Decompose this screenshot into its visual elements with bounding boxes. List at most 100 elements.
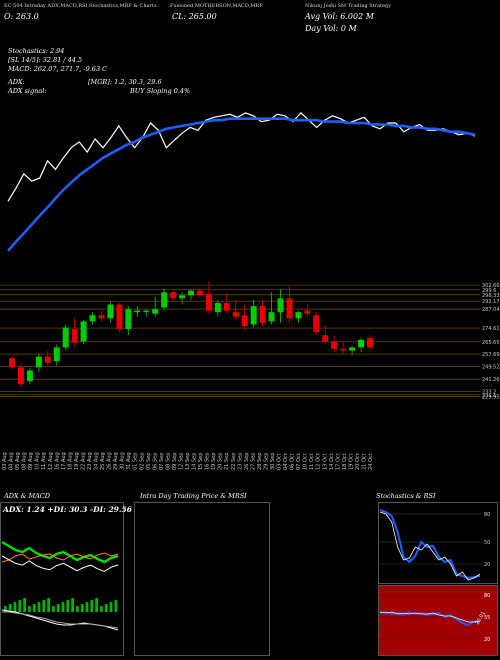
macd-histogram-bar (95, 598, 98, 612)
adx-signal-label: ADX signal: (8, 87, 47, 95)
day-vol: Day Vol: 0 M (305, 24, 357, 33)
x-tick-label: 28 Sep (257, 453, 263, 470)
candle-body (161, 292, 168, 308)
candle-body (250, 306, 257, 325)
x-tick-label: 19 Oct (348, 453, 354, 470)
x-tick-label: 15 Sep (198, 453, 204, 470)
candle-body (259, 306, 266, 323)
x-tick-label: 20 Sep (218, 453, 224, 470)
macd-histogram-bar (109, 602, 113, 612)
adx-panel (0, 502, 124, 656)
candle-body (80, 321, 87, 342)
x-tick-label: 27 Sep (250, 453, 256, 470)
x-tick-label: 14 Oct (329, 453, 335, 470)
candle-body (223, 302, 230, 311)
x-tick-label: 30 Aug (120, 452, 126, 470)
x-tick-label: 21 Oct (361, 453, 367, 470)
macd-histogram-bar (18, 600, 22, 612)
x-tick-label: 09 Aug (28, 452, 34, 470)
x-tick-label: 12 Sep (178, 453, 184, 470)
candle-body (89, 315, 96, 322)
candle-body (295, 312, 302, 319)
adx-panel-title: ADX & MACD (4, 492, 50, 500)
macd-histogram-bar (71, 598, 74, 612)
avg-vol: Avg Vol: 6.002 M (305, 12, 374, 21)
x-tick-label: 17 Aug (61, 452, 67, 470)
x-tick-label: 04 Oct (283, 453, 289, 470)
candle-body (331, 341, 338, 349)
y-tick-label: 249.52 (482, 365, 500, 371)
buy-signal: BUY Sloping 0.4% (130, 87, 191, 95)
macd-histogram-bar (61, 602, 65, 612)
x-tick-label: 17 Oct (335, 453, 341, 470)
macd-histogram-bar (13, 602, 17, 612)
x-tick-label: 23 Sep (237, 453, 243, 470)
x-tick-label: 21 Sep (224, 453, 230, 470)
candle-body (349, 347, 356, 351)
candle-body (152, 309, 159, 314)
macd-histogram-bar (56, 604, 60, 612)
y-tick-label: 231.1 (482, 393, 496, 399)
candle-body (205, 293, 212, 311)
stoch-label: Stochastics: 2.94 (8, 47, 65, 55)
intraday-panel-title: Intra Day Trading Price & MRSI (140, 492, 247, 500)
candle-body (313, 315, 320, 333)
stoch-panel-title: Stochastics & RSI (376, 492, 436, 500)
close-series-line (7, 112, 476, 202)
minus-di-line (1, 552, 119, 563)
x-tick-label: 26 Sep (244, 453, 250, 470)
rsi-tick-label: 80 (484, 593, 490, 599)
x-tick-label: 09 Sep (172, 453, 178, 470)
x-tick-label: 10 Aug (35, 452, 41, 470)
close-label: CL: 265.00 (172, 12, 217, 21)
stoch-k-line (379, 509, 481, 580)
x-tick-label: 31 Aug (126, 452, 132, 470)
header-top-left: EC-504 Intraday ADX,MACD,RSI,Stochastics… (4, 3, 157, 9)
macd-histogram-bar (42, 600, 46, 612)
x-tick-label: 18 Aug (67, 452, 73, 470)
candle-body (241, 315, 248, 326)
x-tick-label: 01 Sep (133, 453, 139, 470)
candle-body (26, 370, 33, 382)
candle-body (170, 292, 177, 299)
x-tick-label: 03 Aug (2, 452, 8, 470)
x-tick-label: 05 Sep (146, 453, 152, 470)
candle-body (35, 356, 42, 368)
candle-body (98, 315, 105, 319)
candle-body (44, 356, 51, 363)
candle-body (304, 310, 311, 314)
y-tick-label: 241.26 (482, 377, 500, 383)
x-tick-label: 14 Sep (192, 453, 198, 470)
y-tick-label: 274.61 (482, 326, 500, 332)
candle-body (9, 358, 15, 368)
x-tick-label: 29 Aug (113, 452, 119, 470)
adx-panel-values: ADX: 1.24 +DI: 30.3 -DI: 29.56 (3, 505, 132, 514)
candle-body (268, 312, 275, 322)
stoch-sl-label: [SL 14/5]: 32.81 / 44.5 (8, 56, 83, 64)
stoch-panel (378, 502, 498, 584)
x-tick-label: 16 Sep (205, 453, 211, 470)
y-tick-label: 233.2 (482, 390, 496, 396)
candle-body (340, 348, 347, 351)
x-tick-label: 26 Aug (107, 452, 113, 470)
candle-body (179, 295, 186, 299)
candle-body (286, 298, 293, 319)
macd-line (1, 609, 119, 631)
x-tick-label: 12 Oct (316, 453, 322, 470)
x-tick-label: 18 Oct (342, 453, 348, 470)
macd-histogram-bar (28, 606, 31, 612)
macd-histogram-bar (90, 600, 94, 612)
macd-signal-line (2, 611, 119, 629)
macd-histogram-bar (52, 606, 55, 612)
stoch-lines: 80 50 20 (378, 509, 490, 581)
y-tick-label: 296.33 (482, 293, 500, 299)
rsi-signal-line (379, 611, 481, 623)
x-tick-label: 19 Sep (211, 453, 217, 470)
macd-histogram-bar (100, 606, 103, 612)
x-tick-label: 11 Aug (41, 452, 47, 470)
macd-histogram-bar (47, 598, 50, 612)
x-tick-label: 13 Sep (185, 453, 191, 470)
candle-body (277, 298, 284, 313)
